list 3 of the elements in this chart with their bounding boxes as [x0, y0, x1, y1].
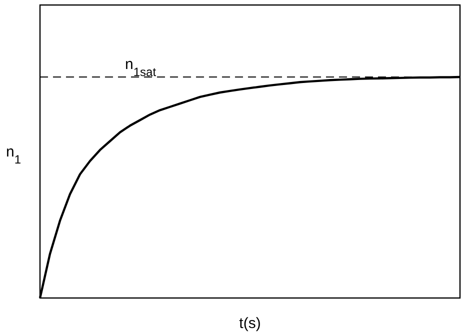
ref-line-label: n$_{1sat}$ — [125, 56, 157, 80]
x-axis-title: t(s) — [239, 315, 261, 332]
y-axis-title: n$_{1}$ — [6, 144, 22, 166]
